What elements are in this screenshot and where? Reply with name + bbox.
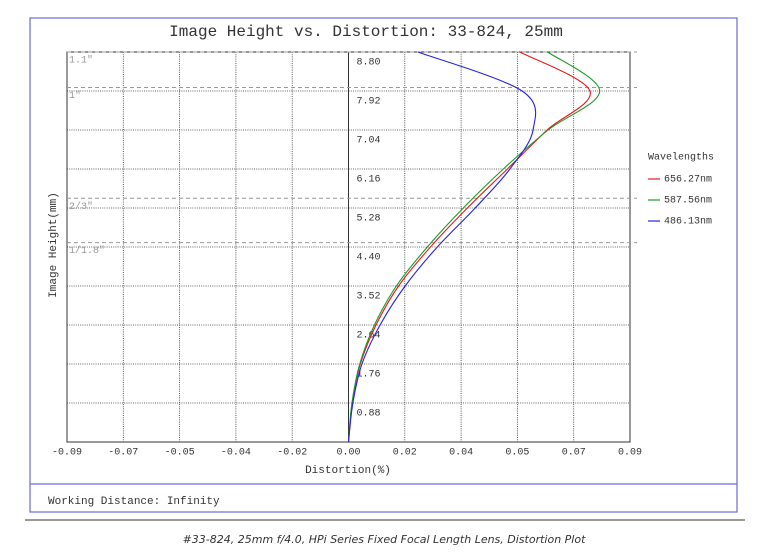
x-tick-label: 0.00 — [336, 448, 360, 459]
y-tick-label: 1.76 — [357, 370, 381, 381]
frame — [29, 17, 738, 513]
y-tick-label: 6.16 — [357, 175, 381, 186]
x-tick-label: -0.05 — [165, 448, 195, 459]
legend-label: 486.13nm — [664, 217, 712, 228]
sensor-label: 1/1.8" — [69, 245, 105, 257]
x-tick-label: -0.04 — [221, 448, 251, 459]
x-tick-label: 0.05 — [505, 448, 529, 459]
x-tick-label: 0.07 — [562, 448, 586, 459]
y-axis-label: Image Height(mm) — [48, 192, 60, 298]
x-tick-label: 0.09 — [618, 448, 642, 459]
y-tick-label: 3.52 — [357, 292, 381, 303]
x-tick-label: -0.09 — [52, 448, 82, 459]
footer: Working Distance: Infinity — [48, 496, 220, 508]
x-axis-label: Distortion(%) — [305, 465, 391, 477]
y-tick-label: 7.92 — [357, 97, 381, 108]
y-tick-label: 4.40 — [357, 253, 381, 264]
distortion-curve — [347, 51, 601, 443]
y-tick-label: 2.64 — [357, 331, 381, 342]
x-tick-label: 0.04 — [449, 448, 473, 459]
chart-title: Image Height vs. Distortion: 33-824, 25m… — [169, 23, 563, 41]
y-tick-label: 0.88 — [357, 409, 381, 420]
y-tick-label: 5.28 — [357, 214, 381, 225]
sensor-label: 2/3" — [69, 201, 93, 213]
legend-label: 656.27nm — [664, 175, 712, 186]
distortion-curve — [347, 51, 537, 443]
x-tick-label: -0.02 — [277, 448, 307, 459]
x-tick-label: 0.02 — [393, 448, 417, 459]
x-tick-label: -0.07 — [108, 448, 138, 459]
sensor-label: 1" — [69, 90, 81, 102]
y-tick-label: 7.04 — [357, 136, 381, 147]
caption: #33-824, 25mm f/4.0, HPi Series Fixed Fo… — [183, 533, 587, 546]
legend-label: 587.56nm — [664, 196, 712, 207]
y-tick-label: 8.80 — [357, 58, 381, 69]
legend-title: Wavelengths — [648, 152, 714, 164]
sensor-label: 1.1" — [69, 55, 93, 67]
